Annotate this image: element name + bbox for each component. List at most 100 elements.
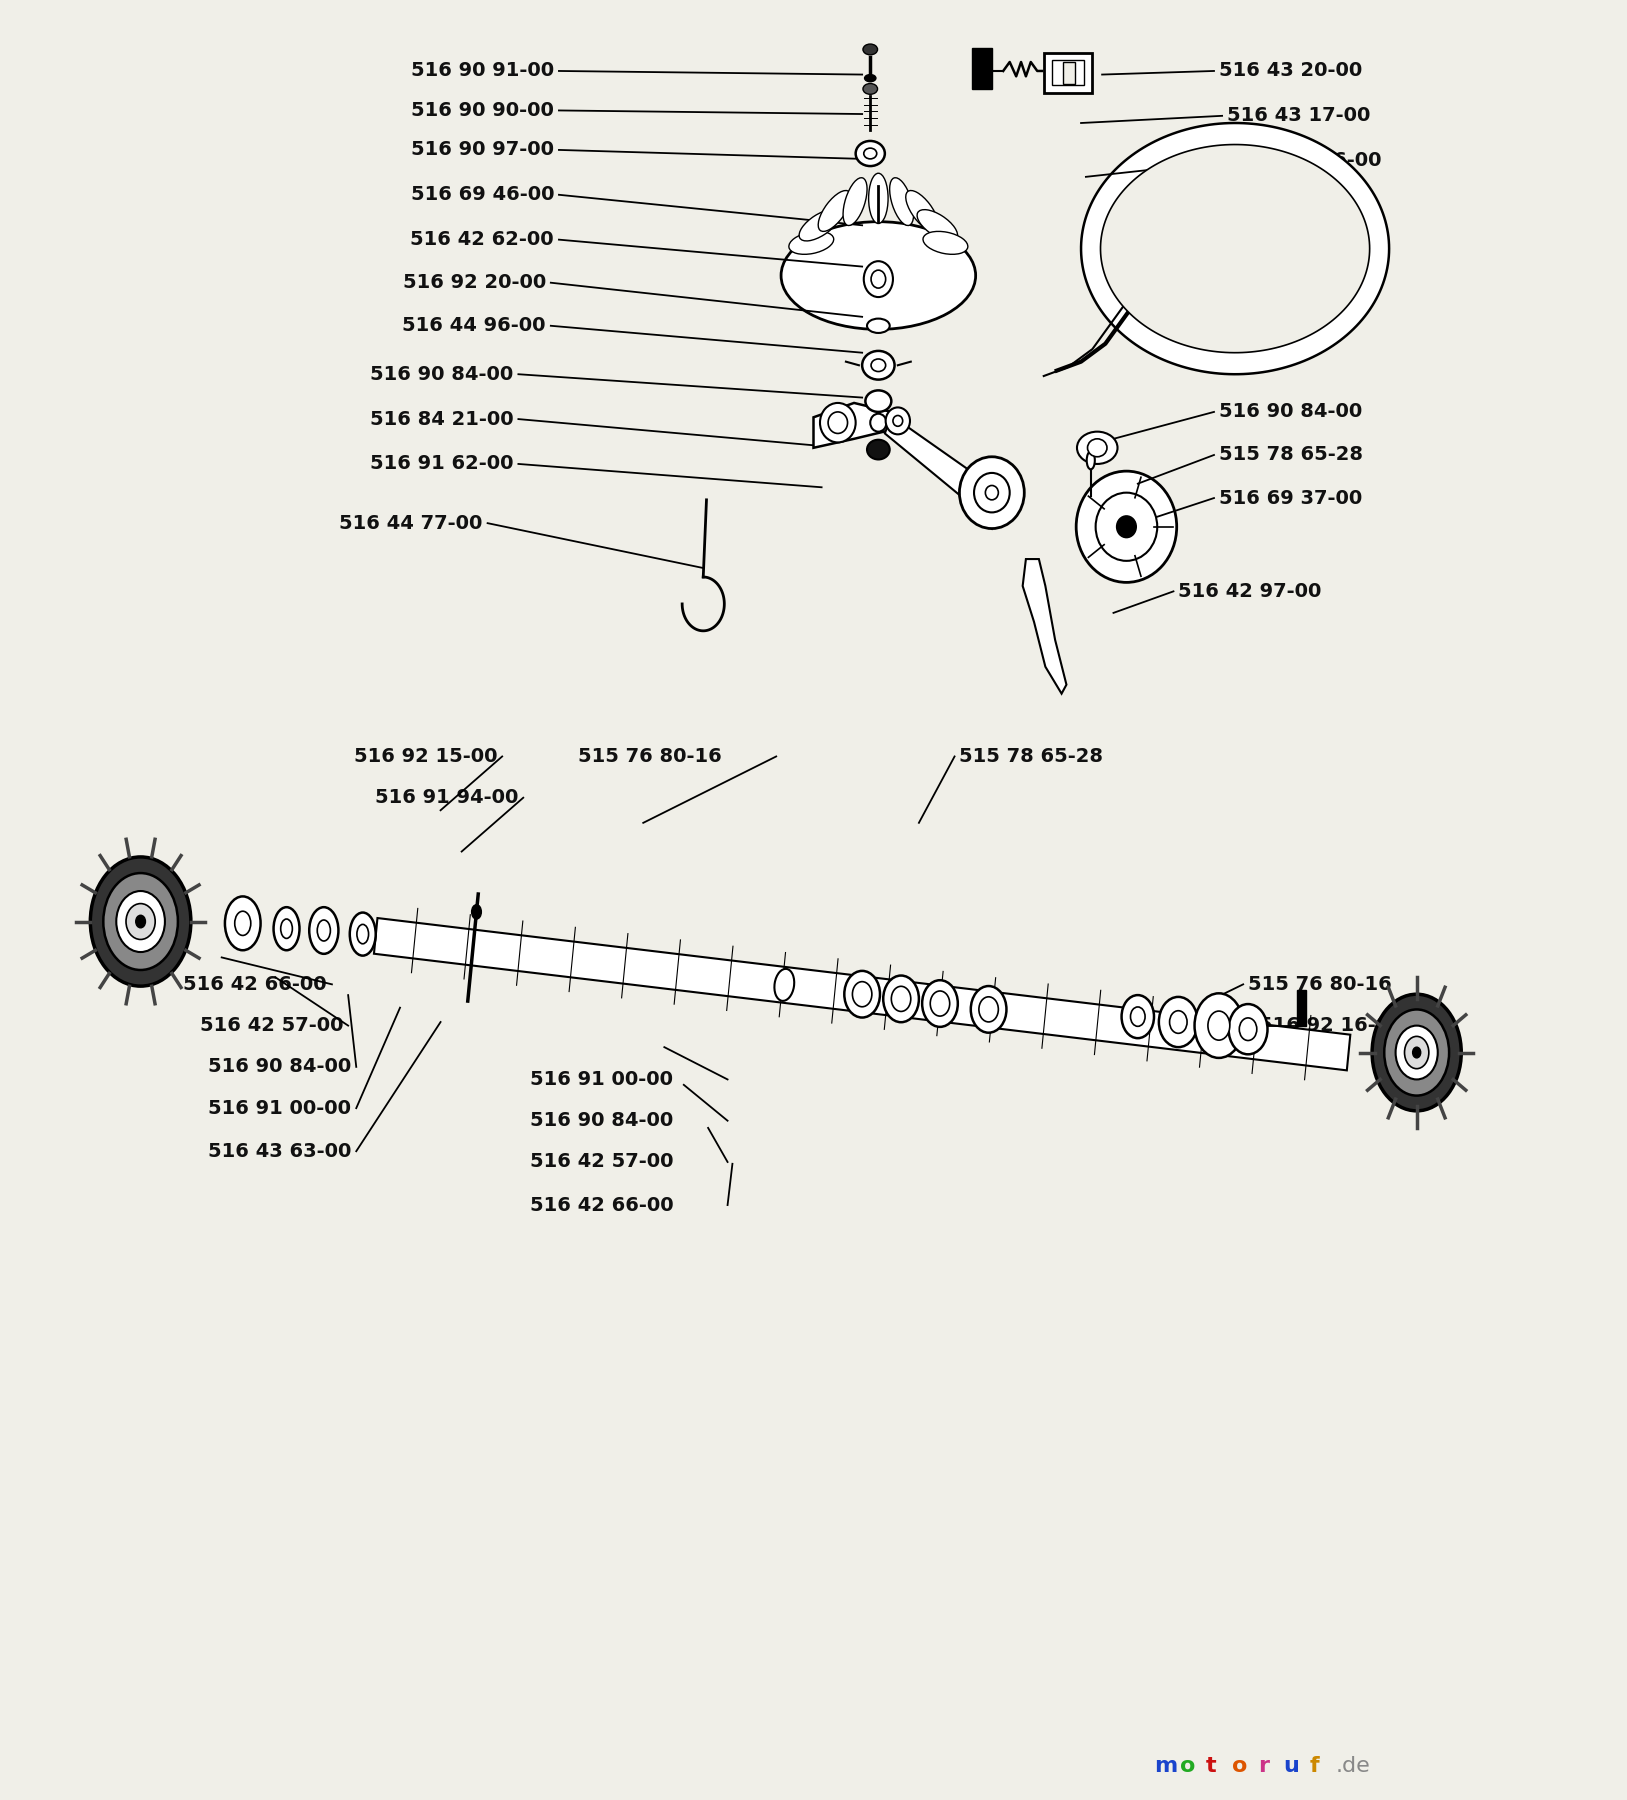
Text: 516 90 84-00: 516 90 84-00	[371, 365, 514, 383]
Ellipse shape	[103, 873, 177, 970]
Ellipse shape	[844, 970, 880, 1017]
Ellipse shape	[135, 914, 145, 927]
Bar	[1051, 59, 1084, 85]
Text: u: u	[1284, 1755, 1300, 1775]
Ellipse shape	[1158, 997, 1197, 1048]
Ellipse shape	[864, 261, 893, 297]
Text: 516 44 77-00: 516 44 77-00	[340, 513, 483, 533]
Ellipse shape	[893, 416, 903, 427]
Ellipse shape	[1087, 439, 1106, 457]
Text: 516 84 21-00: 516 84 21-00	[369, 410, 514, 428]
Ellipse shape	[1240, 1017, 1256, 1040]
Ellipse shape	[1131, 1006, 1145, 1026]
Text: 516 42 66-00: 516 42 66-00	[184, 976, 327, 994]
Ellipse shape	[225, 896, 260, 950]
Text: 516 42 57-00: 516 42 57-00	[200, 1017, 343, 1035]
Text: 516 92 15-00: 516 92 15-00	[353, 747, 498, 767]
Ellipse shape	[923, 981, 958, 1026]
Text: r: r	[1258, 1755, 1269, 1775]
Ellipse shape	[892, 986, 911, 1012]
Text: 516 42 57-00: 516 42 57-00	[530, 1152, 674, 1172]
Ellipse shape	[856, 140, 885, 166]
Ellipse shape	[281, 920, 293, 938]
Ellipse shape	[867, 319, 890, 333]
Ellipse shape	[1412, 1048, 1420, 1058]
Text: 515 78 65-28: 515 78 65-28	[960, 747, 1103, 767]
Ellipse shape	[975, 473, 1010, 513]
Text: 516 90 84-00: 516 90 84-00	[530, 1111, 674, 1130]
Ellipse shape	[867, 439, 890, 459]
Ellipse shape	[853, 981, 872, 1006]
Ellipse shape	[864, 148, 877, 158]
Text: o: o	[1180, 1755, 1196, 1775]
Text: m: m	[1154, 1755, 1178, 1775]
Text: 516 91 00-00: 516 91 00-00	[530, 1069, 672, 1089]
Text: 516 90 97-00: 516 90 97-00	[412, 140, 555, 160]
Ellipse shape	[774, 968, 794, 1001]
Ellipse shape	[781, 221, 976, 329]
Ellipse shape	[870, 414, 887, 432]
Ellipse shape	[1194, 994, 1243, 1058]
Ellipse shape	[1075, 472, 1176, 583]
Ellipse shape	[923, 232, 968, 254]
Text: 516 92 20-00: 516 92 20-00	[403, 274, 547, 292]
Text: 516 91 00-00: 516 91 00-00	[208, 1098, 351, 1118]
Text: 516 43 17-00: 516 43 17-00	[1227, 106, 1370, 126]
Ellipse shape	[979, 997, 999, 1022]
Ellipse shape	[1372, 994, 1461, 1111]
Bar	[1062, 61, 1074, 83]
Ellipse shape	[125, 904, 155, 940]
Text: 516 69 46-00: 516 69 46-00	[410, 185, 555, 203]
Ellipse shape	[234, 911, 251, 936]
Ellipse shape	[971, 986, 1007, 1033]
Text: 515 76 80-16: 515 76 80-16	[1248, 976, 1391, 994]
Ellipse shape	[818, 191, 851, 232]
Ellipse shape	[890, 178, 914, 225]
Text: .de: .de	[1336, 1755, 1370, 1775]
Ellipse shape	[309, 907, 338, 954]
Text: 516 91 62-00: 516 91 62-00	[369, 454, 514, 473]
Ellipse shape	[918, 209, 958, 241]
Ellipse shape	[986, 486, 999, 500]
Text: 515 78 65-28: 515 78 65-28	[1219, 445, 1363, 464]
Ellipse shape	[862, 83, 877, 94]
Ellipse shape	[1404, 1037, 1429, 1069]
Text: 516 43 20-00: 516 43 20-00	[1219, 61, 1362, 81]
Ellipse shape	[1170, 1012, 1188, 1033]
Text: 516 92 16-00: 516 92 16-00	[1259, 1017, 1402, 1035]
Ellipse shape	[869, 173, 888, 223]
Text: 516 43 63-00: 516 43 63-00	[208, 1141, 351, 1161]
Text: o: o	[1232, 1755, 1248, 1775]
Ellipse shape	[828, 412, 848, 434]
Polygon shape	[814, 403, 892, 448]
Ellipse shape	[1077, 432, 1118, 464]
Ellipse shape	[1385, 1010, 1450, 1096]
Ellipse shape	[356, 925, 369, 943]
Text: t: t	[1206, 1755, 1217, 1775]
Ellipse shape	[1396, 1026, 1438, 1080]
Ellipse shape	[116, 891, 164, 952]
Ellipse shape	[1087, 452, 1095, 470]
Ellipse shape	[1116, 517, 1136, 538]
Ellipse shape	[317, 920, 330, 941]
Text: 515 76 80-16: 515 76 80-16	[578, 747, 722, 767]
Ellipse shape	[883, 976, 919, 1022]
Text: 516 42 66-00: 516 42 66-00	[530, 1195, 674, 1215]
Ellipse shape	[870, 270, 885, 288]
Text: 516 92 26-00: 516 92 26-00	[1238, 151, 1381, 171]
Ellipse shape	[870, 358, 885, 371]
Bar	[1045, 52, 1092, 92]
Text: 516 90 84-00: 516 90 84-00	[208, 1057, 351, 1076]
Text: 516 42 97-00: 516 42 97-00	[1178, 581, 1321, 601]
Ellipse shape	[799, 209, 840, 241]
Text: 516 90 84-00: 516 90 84-00	[1219, 403, 1362, 421]
Ellipse shape	[906, 191, 939, 232]
Polygon shape	[1023, 560, 1066, 693]
Polygon shape	[374, 918, 1350, 1071]
Ellipse shape	[885, 407, 909, 434]
Ellipse shape	[1095, 493, 1157, 562]
Polygon shape	[1100, 144, 1370, 353]
Text: 516 42 62-00: 516 42 62-00	[410, 230, 555, 248]
Ellipse shape	[864, 74, 875, 81]
Ellipse shape	[862, 43, 877, 54]
